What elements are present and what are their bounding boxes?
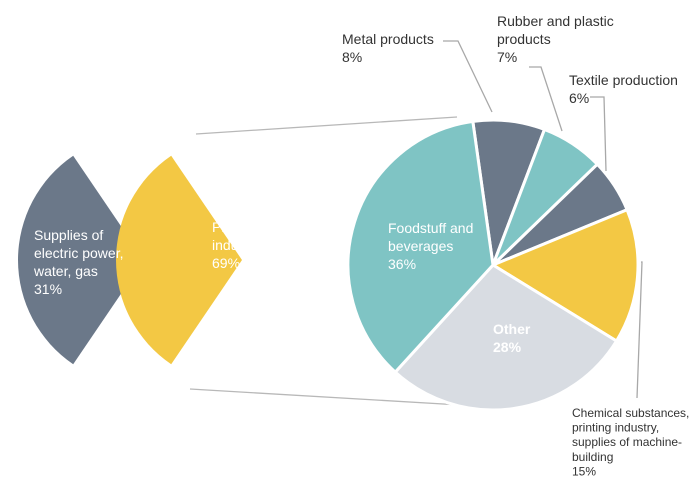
label-rubber-and-plastic-products: Rubber and plastic products 7% [497, 13, 614, 65]
label-textile-production: Textile production 6% [569, 72, 678, 106]
connector-bottom [189, 388, 461, 406]
label-processing-industry: Processing industry 69% [212, 219, 281, 271]
leader-textile [590, 96, 607, 172]
label-foodstuff-and-beverages: Foodstuff and beverages 36% [388, 220, 473, 272]
slice-processing-industry [116, 155, 242, 365]
label-metal-products: Metal products 8% [342, 31, 434, 65]
slice-foodstuff-and-beverages [346, 119, 495, 375]
label-chemical-substances-printing-industry-supplies-of-machine-building: Chemical substances, printing industry, su… [572, 406, 689, 478]
main-pie [18, 155, 242, 365]
slice-other [393, 263, 619, 412]
connector-lines [189, 116, 461, 406]
sub-pie [346, 118, 640, 412]
label-other: Other 28% [493, 321, 531, 355]
slice-supplies-of-electric-power-water-gas [18, 155, 145, 365]
label-supplies-of-electric-power-water-gas: Supplies of electric power, water, gas 31% [33, 227, 123, 297]
slice-chemical-substances-printing-industry-supplies-of-machine-building [489, 207, 640, 344]
leader-lines [443, 40, 643, 399]
leader-rubber-plastic [529, 66, 563, 132]
leader-metal-products [443, 40, 493, 113]
data-labels: Supplies of electric power, water, gas 31% P… [33, 13, 689, 478]
connector-top [195, 116, 458, 135]
leader-chemical [636, 261, 643, 399]
